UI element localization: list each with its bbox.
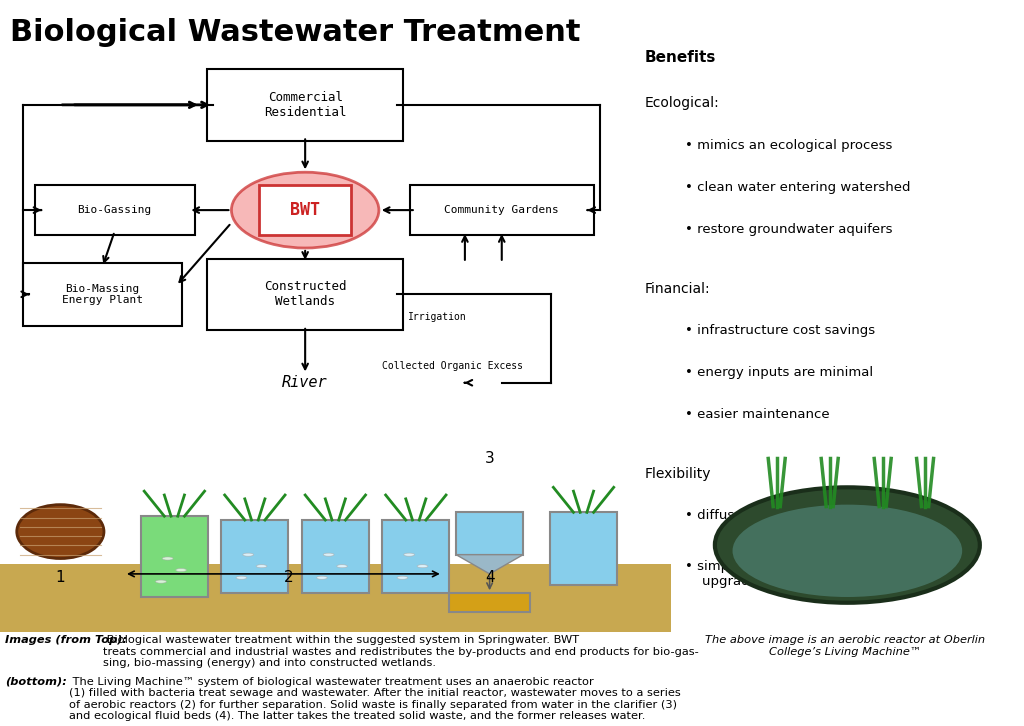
Bar [382,520,450,593]
Ellipse shape [231,172,379,248]
Bar [550,513,617,585]
Text: Biological Wastewater Treatment: Biological Wastewater Treatment [10,18,581,47]
Text: • mimics an ecological process: • mimics an ecological process [684,139,892,152]
Circle shape [403,553,415,556]
Text: Images (from Top):: Images (from Top): [5,635,127,645]
Text: • simple calculations for design and
    upgrades: • simple calculations for design and upg… [684,560,925,587]
Text: 4: 4 [484,570,495,585]
Text: The Living Machine™ system of biological wastewater treatment uses an anaerobic : The Living Machine™ system of biological… [69,677,680,722]
Polygon shape [0,564,671,632]
Text: • infrastructure cost savings: • infrastructure cost savings [684,324,874,337]
Text: Financial:: Financial: [645,282,711,295]
Circle shape [176,568,186,571]
Text: 2: 2 [284,570,293,585]
FancyBboxPatch shape [259,185,351,235]
FancyBboxPatch shape [207,258,403,330]
Text: BWT: BWT [290,201,321,219]
Text: Ecological:: Ecological: [645,97,719,110]
FancyBboxPatch shape [35,185,195,235]
Text: • easier maintenance: • easier maintenance [684,408,829,421]
Text: • restore groundwater aquifers: • restore groundwater aquifers [684,223,892,236]
Text: River: River [283,375,328,391]
Circle shape [337,565,347,568]
Bar [456,513,523,555]
Text: Collected Organic Excess: Collected Organic Excess [382,361,523,371]
Text: OA3: OA3 [905,602,931,615]
Text: Benefits: Benefits [645,50,716,65]
Circle shape [237,576,247,579]
Circle shape [156,580,166,583]
Circle shape [243,553,254,556]
FancyBboxPatch shape [410,185,594,235]
Text: 1: 1 [55,570,66,585]
Bar [450,593,529,612]
Text: • clean water entering watershed: • clean water entering watershed [684,181,910,194]
Text: Community Gardens: Community Gardens [444,205,559,215]
Ellipse shape [16,505,104,558]
Circle shape [163,557,173,560]
Text: 3: 3 [484,451,495,466]
Bar [302,520,369,593]
Text: Irrigation: Irrigation [408,312,467,322]
Bar [141,516,208,597]
Text: Commercial
Residential: Commercial Residential [264,91,346,119]
Text: • energy inputs are minimal: • energy inputs are minimal [684,366,872,379]
Circle shape [417,565,428,568]
Ellipse shape [715,487,980,603]
Text: • diffuse or centralized: • diffuse or centralized [684,509,839,522]
Text: The above image is an aerobic reactor at Oberlin
College’s Living Machine™: The above image is an aerobic reactor at… [705,635,985,657]
Text: Bio-Gassing: Bio-Gassing [78,205,152,215]
Circle shape [256,565,267,568]
Bar [221,520,289,593]
Text: Biological wastewater treatment within the suggested system in Springwater. BWT
: Biological wastewater treatment within t… [103,635,699,669]
Circle shape [324,553,334,556]
Ellipse shape [732,505,963,597]
FancyBboxPatch shape [23,263,182,326]
Text: (bottom):: (bottom): [5,677,67,687]
Polygon shape [456,555,523,574]
Text: Bio-Massing
Energy Plant: Bio-Massing Energy Plant [61,284,143,305]
FancyBboxPatch shape [207,69,403,141]
Text: Constructed
Wetlands: Constructed Wetlands [264,280,346,309]
Circle shape [316,576,328,579]
Text: Flexibility: Flexibility [645,467,711,481]
Circle shape [397,576,408,579]
